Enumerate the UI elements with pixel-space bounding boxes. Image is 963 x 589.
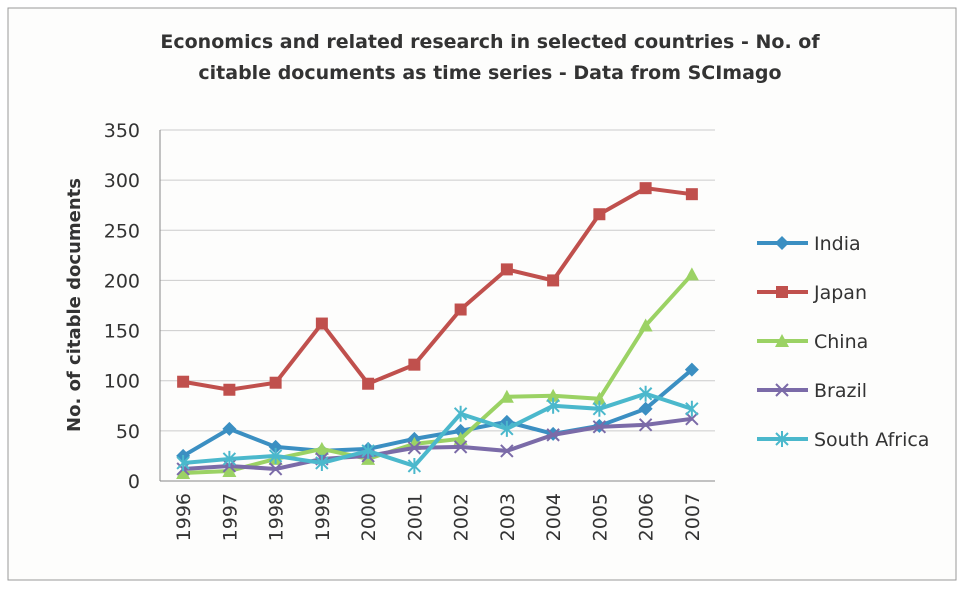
x-tick-label: 2002	[451, 493, 473, 541]
marker	[775, 334, 789, 347]
marker	[362, 377, 375, 390]
series-line	[182, 416, 693, 471]
marker	[775, 431, 789, 447]
x-tick-label: 2000	[358, 493, 380, 541]
marker	[500, 444, 514, 458]
marker	[775, 236, 789, 250]
marker	[268, 439, 283, 454]
marker	[776, 286, 788, 298]
marker	[454, 303, 467, 316]
marker	[314, 441, 329, 455]
x-tick-label: 2003	[497, 493, 519, 541]
marker	[547, 274, 560, 287]
x-tick-label: 2005	[589, 493, 611, 541]
marker	[499, 389, 514, 403]
marker	[500, 420, 514, 437]
marker	[315, 317, 328, 330]
y-tick-label: 350	[104, 120, 140, 142]
y-tick-label: 200	[104, 270, 140, 292]
y-tick-label: 100	[104, 371, 140, 393]
marker	[407, 441, 422, 455]
marker	[268, 462, 283, 476]
marker	[500, 263, 513, 276]
x-tick-label: 2006	[636, 493, 658, 541]
x-tick-label: 2001	[404, 493, 426, 541]
marker	[222, 450, 237, 467]
marker	[453, 440, 468, 454]
marker	[223, 383, 236, 396]
marker	[176, 465, 191, 479]
marker	[638, 418, 653, 432]
marker	[638, 385, 653, 402]
marker	[453, 405, 468, 422]
x-tick-label: 1997	[219, 493, 241, 541]
y-tick-label: 250	[104, 220, 140, 242]
marker	[222, 463, 237, 477]
marker	[592, 420, 607, 434]
marker	[593, 208, 606, 221]
marker	[222, 421, 237, 436]
marker	[546, 428, 560, 442]
x-tick-label: 1998	[266, 493, 288, 541]
marker	[775, 383, 789, 397]
x-tick-label: 2004	[543, 493, 565, 541]
legend-label: South Africa	[814, 429, 929, 451]
chart-title: Economics and related research in select…	[160, 31, 820, 84]
marker	[638, 401, 653, 416]
legend-label: Japan	[813, 282, 867, 304]
y-tick-label: 50	[116, 421, 140, 443]
y-tick-label: 150	[104, 321, 140, 343]
y-tick-label: 0	[128, 471, 140, 493]
y-axis-label: No. of citable documents	[64, 178, 85, 432]
marker	[685, 400, 699, 417]
marker	[315, 454, 329, 471]
marker	[268, 447, 283, 464]
marker	[592, 391, 607, 405]
marker	[685, 188, 698, 201]
marker	[177, 375, 190, 388]
legend-label: India	[814, 233, 861, 255]
marker	[639, 182, 652, 195]
marker	[546, 397, 560, 414]
marker	[407, 457, 422, 474]
y-tick-label: 300	[104, 170, 140, 192]
marker	[269, 376, 282, 389]
marker	[592, 400, 607, 417]
marker	[453, 431, 468, 445]
marker	[684, 267, 699, 281]
legend-label: Brazil	[814, 380, 867, 402]
series-line	[182, 368, 694, 458]
x-tick-label: 1996	[173, 493, 195, 541]
marker	[684, 362, 699, 377]
marker	[408, 358, 421, 371]
marker	[176, 454, 190, 471]
series-line	[182, 186, 693, 392]
x-tick-label: 1999	[312, 493, 334, 541]
marker	[638, 318, 653, 332]
legend-label: China	[814, 331, 868, 353]
marker	[685, 412, 699, 426]
marker	[546, 388, 561, 402]
series-line	[182, 391, 693, 469]
marker	[361, 442, 375, 459]
x-tick-label: 2007	[682, 493, 704, 541]
